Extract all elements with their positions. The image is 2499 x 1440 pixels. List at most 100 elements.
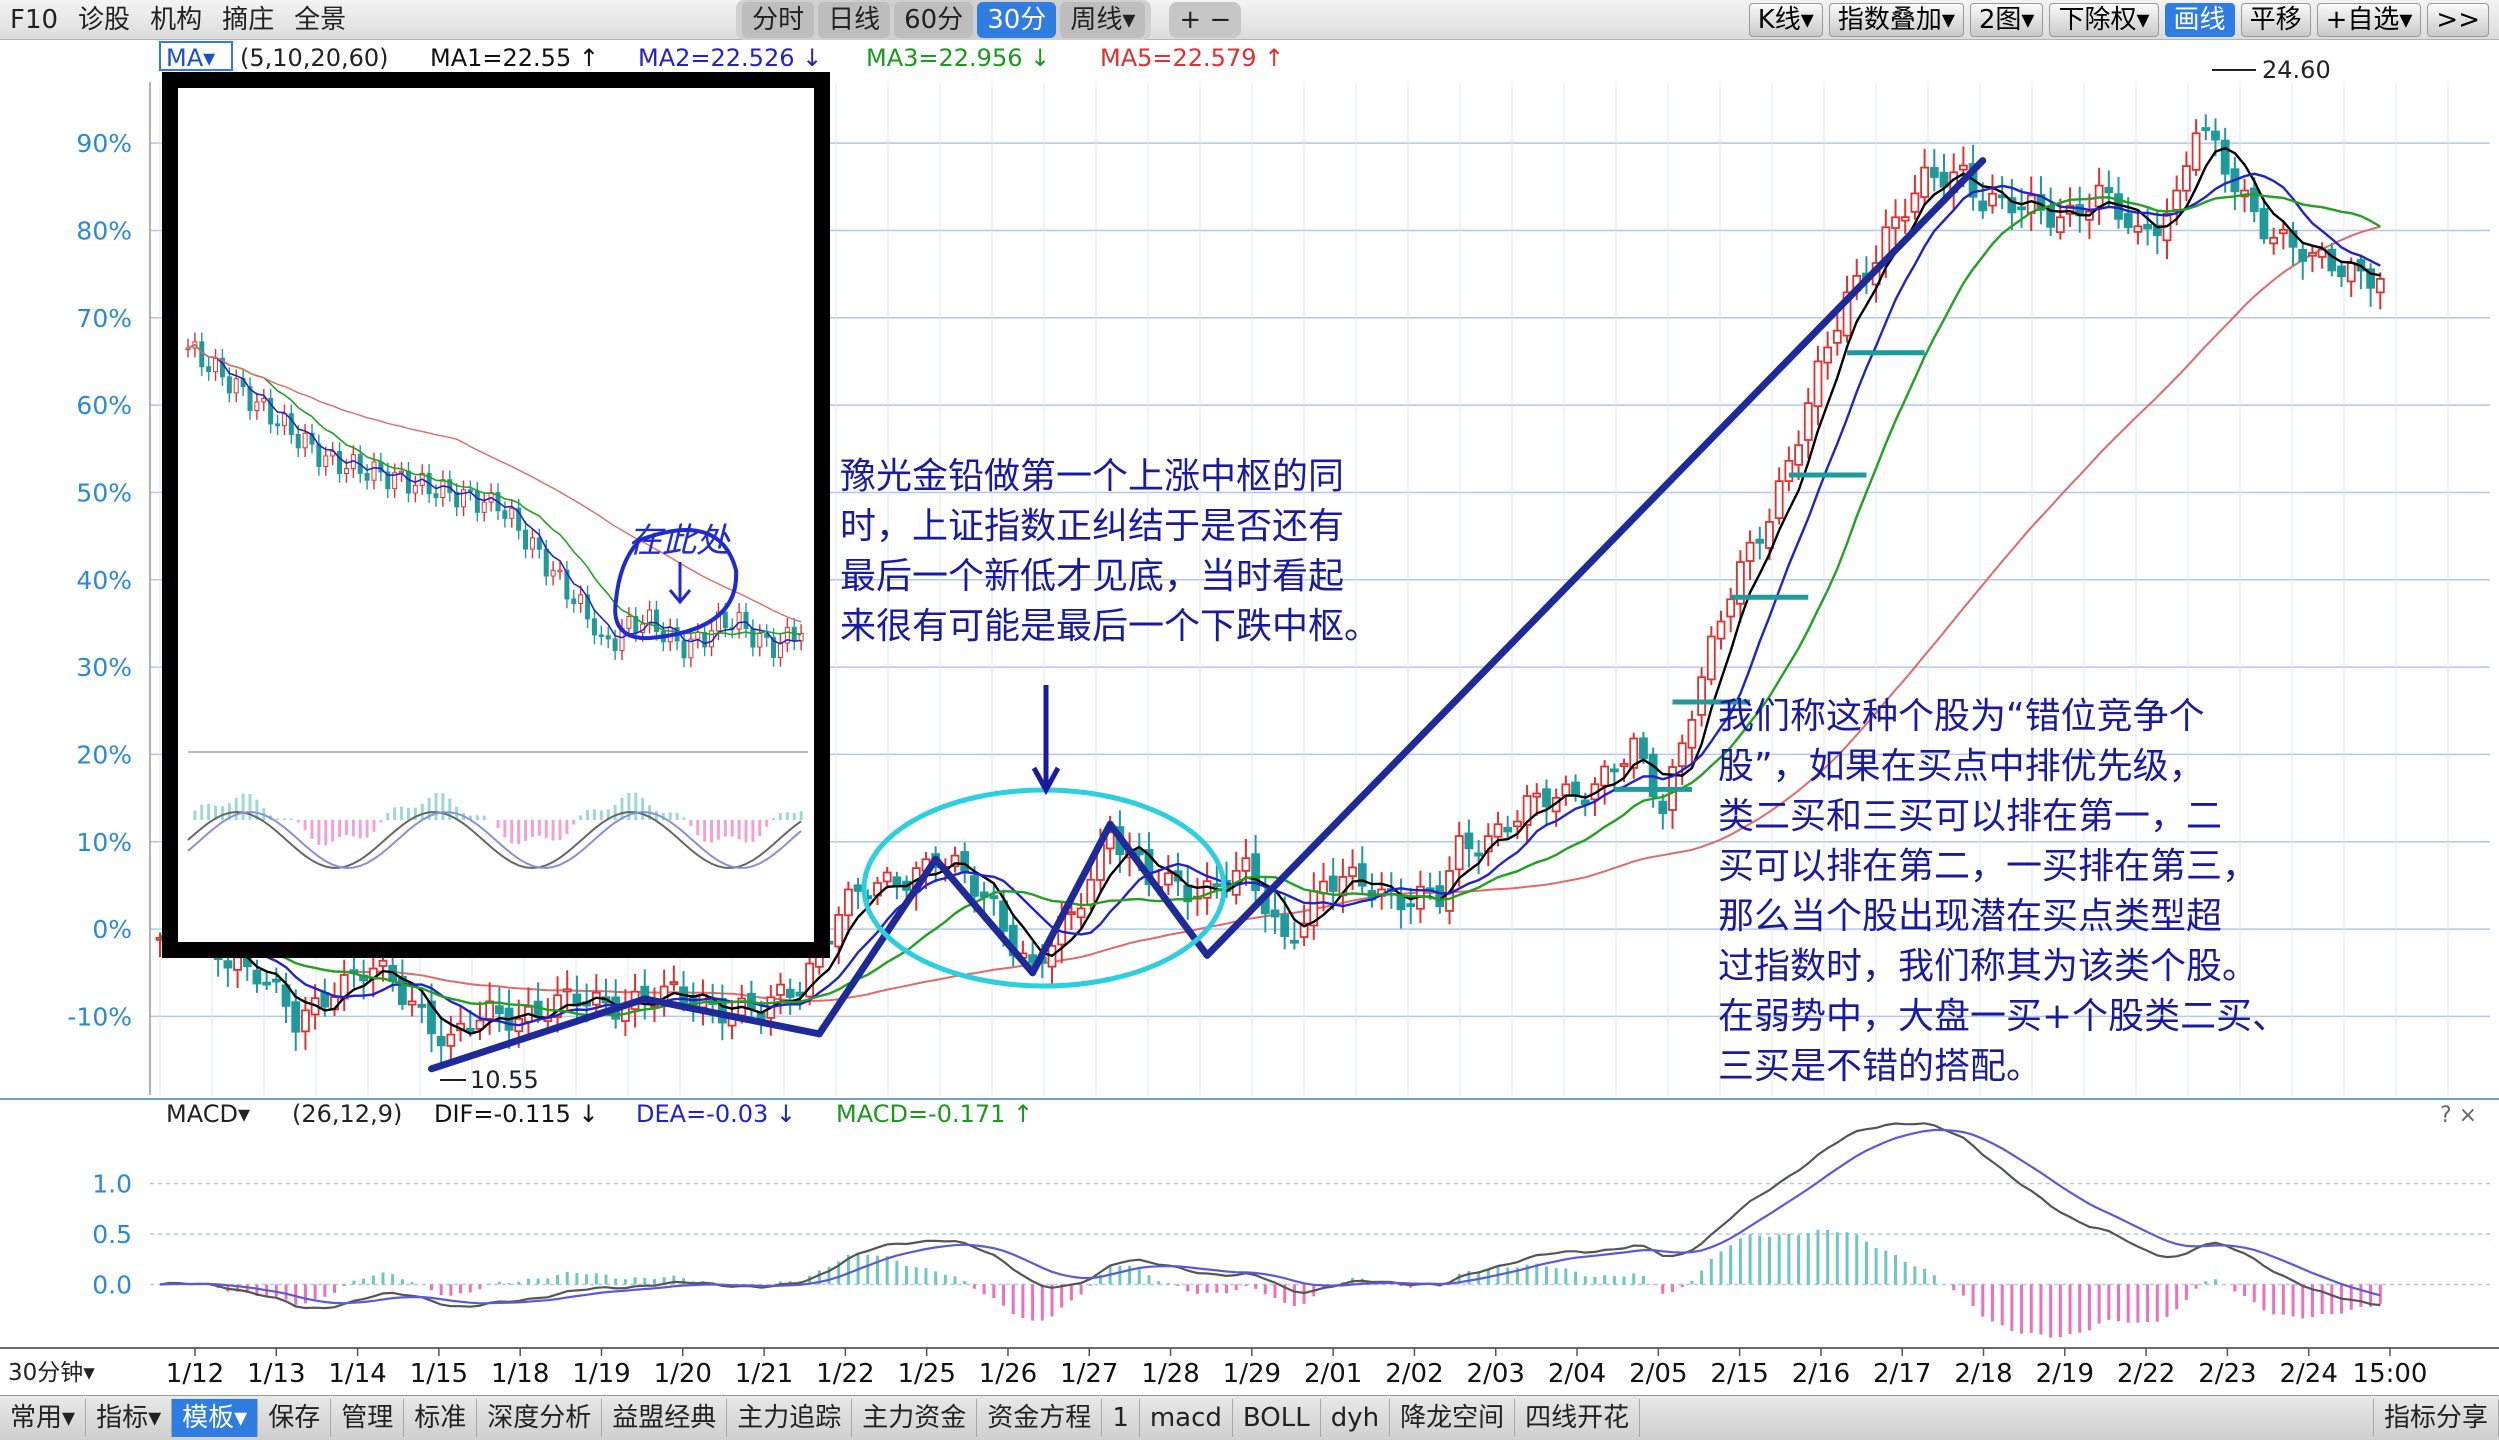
candle-body <box>1920 166 1930 198</box>
inset-candle-body <box>681 640 687 659</box>
toolbar-right-group: K线▾ 指数叠加▾ 2图▾ 下除权▾ 画线 平移 +自选▾ >> <box>1743 2 2489 37</box>
macd-histogram <box>168 1229 2382 1338</box>
x-tick-label: 1/18 <box>491 1359 549 1389</box>
center-annotation-line: 来很有可能是最后一个下跌中枢。 <box>840 606 1380 647</box>
tab-period-4[interactable]: 周线▾ <box>1060 1 1146 38</box>
bottom-tab-10[interactable]: 资金方程 <box>977 1399 1103 1437</box>
bottom-tab-0[interactable]: 常用▾ <box>0 1399 87 1437</box>
x-tick-label: 2/24 <box>2280 1359 2338 1389</box>
bottom-tab-7[interactable]: 益盟经典 <box>602 1399 728 1437</box>
ma-selector[interactable] <box>159 41 233 71</box>
step-annotations <box>1614 350 1925 792</box>
ma1-value: MA1=22.55 ↑ <box>430 44 599 72</box>
bottom-tab-14[interactable]: dyh <box>1321 1399 1391 1437</box>
x-tick-label: 2/04 <box>1548 1359 1606 1389</box>
candle-body <box>1561 783 1571 797</box>
bottom-tab-5[interactable]: 标准 <box>404 1399 478 1437</box>
min-price-label: 10.55 <box>470 1066 539 1094</box>
candle-body <box>2017 206 2026 211</box>
toolbar-right-item-4[interactable]: 画线 <box>2164 2 2235 37</box>
dea-value: DEA=-0.03 ↓ <box>636 1100 796 1128</box>
trend-segment <box>932 855 1037 977</box>
toolbar-item-3[interactable]: 摘庄 <box>222 4 275 35</box>
bottom-tab-11[interactable]: 1 <box>1102 1399 1140 1437</box>
bottom-tab-12[interactable]: macd <box>1140 1399 1233 1437</box>
bottom-tab-15[interactable]: 降龙空间 <box>1390 1399 1516 1437</box>
bottom-tab-13[interactable]: BOLL <box>1233 1399 1321 1437</box>
bottom-tab-9[interactable]: 主力资金 <box>852 1399 978 1437</box>
candle-body <box>1619 762 1629 768</box>
candle-body <box>2133 225 2143 233</box>
y-tick-label: 10% <box>76 828 132 857</box>
bottom-tab-1[interactable]: 指标▾ <box>86 1399 173 1437</box>
candle-body <box>843 888 853 917</box>
toolbar-right-item-5[interactable]: 平移 <box>2240 2 2311 37</box>
candle-body <box>446 1033 456 1047</box>
y-tick-label: 20% <box>76 740 132 769</box>
toolbar-right-item-2[interactable]: 2图▾ <box>1969 2 2044 37</box>
chart-area[interactable]: 90%80%70%60%50%40%30%20%10%0%-10% 24.60 … <box>0 40 2499 1395</box>
center-annotation-line: 豫光金铅做第一个上涨中枢的同 <box>840 456 1344 497</box>
toolbar-item-2[interactable]: 机构 <box>150 4 203 35</box>
inset-candle-body <box>688 638 694 659</box>
candle-body <box>271 978 281 983</box>
candle-body <box>1988 192 1997 207</box>
macd-selector[interactable]: MACD▾ <box>166 1100 250 1128</box>
candle-body <box>1251 853 1261 892</box>
candle-body <box>427 1000 436 1035</box>
inset-candle-body <box>392 472 398 490</box>
inset-candle-body <box>412 484 418 494</box>
toolbar-right-item-1[interactable]: 指数叠加▾ <box>1828 2 1964 37</box>
toolbar-item-0[interactable]: F10 <box>10 4 59 35</box>
inset-candle-body <box>722 611 728 629</box>
bottom-tab-6[interactable]: 深度分析 <box>477 1399 603 1437</box>
candle-body <box>252 969 262 985</box>
x-tick-label: 2/02 <box>1385 1359 1443 1389</box>
toolbar-left-group: F10 诊股 机构 摘庄 全景 <box>0 2 356 38</box>
y-tick-label: 70% <box>76 304 132 333</box>
inset-candle-body <box>529 537 535 550</box>
inset-candle-body <box>337 450 343 474</box>
zoom-buttons[interactable]: + − <box>1169 1 1242 38</box>
candle-body <box>1832 329 1842 344</box>
tab-period-2[interactable]: 60分 <box>894 1 974 38</box>
bottom-tab-4[interactable]: 管理 <box>331 1399 405 1437</box>
indicator-share-button[interactable]: 指标分享 <box>2372 1399 2499 1437</box>
macd-y-tick-label: 0.5 <box>92 1220 132 1249</box>
y-tick-label: 40% <box>76 566 132 595</box>
candle-body <box>2269 236 2279 245</box>
candle-body <box>1241 857 1251 872</box>
toolbar-right-item-7[interactable]: >> <box>2427 2 2489 37</box>
candle-body <box>2065 204 2075 215</box>
toolbar-right-item-3[interactable]: 下除权▾ <box>2049 2 2159 37</box>
toolbar-item-1[interactable]: 诊股 <box>78 4 131 35</box>
dif-line <box>159 1122 2381 1310</box>
inset-candle-body <box>481 501 487 513</box>
candle-body <box>1163 872 1173 886</box>
inset-candle-body <box>743 611 749 630</box>
candle-body <box>669 981 679 986</box>
bottom-tab-3[interactable]: 保存 <box>258 1399 332 1437</box>
x-tick-label: 1/15 <box>410 1359 468 1389</box>
x-tick-label: 2/23 <box>2198 1359 2256 1389</box>
toolbar-item-4[interactable]: 全景 <box>294 4 347 35</box>
x-tick-label: 1/20 <box>654 1359 712 1389</box>
candle-body <box>2094 184 2104 208</box>
candle-body <box>2375 278 2385 294</box>
candle-body <box>2191 132 2201 171</box>
candle-body <box>233 956 242 971</box>
toolbar-right-item-0[interactable]: K线▾ <box>1748 2 1823 37</box>
inset-candle-body <box>364 472 370 481</box>
tab-period-3[interactable]: 30分 <box>977 1 1057 38</box>
tab-period-0[interactable]: 分时 <box>742 1 815 38</box>
tab-period-1[interactable]: 日线 <box>818 1 891 38</box>
candle-body <box>562 988 572 993</box>
toolbar-right-item-6[interactable]: +自选▾ <box>2316 2 2422 37</box>
bottom-tab-8[interactable]: 主力追踪 <box>727 1399 853 1437</box>
candle-body <box>1289 939 1299 944</box>
candle-body <box>1794 444 1803 466</box>
candle-body <box>1454 835 1464 871</box>
bottom-tab-16[interactable]: 四线开花 <box>1515 1399 1641 1437</box>
panel-settings-icon[interactable]: ? × <box>2440 1103 2477 1128</box>
bottom-tab-2[interactable]: 模板▾ <box>172 1399 259 1437</box>
